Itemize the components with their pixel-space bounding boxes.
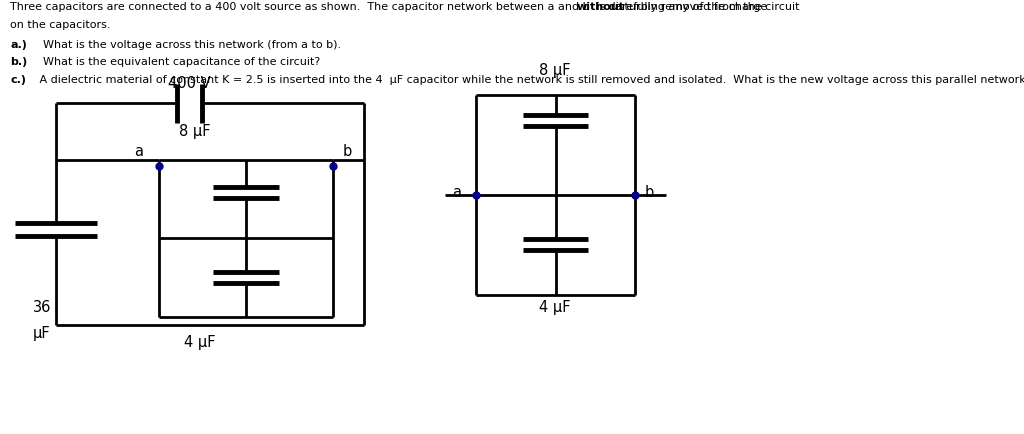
Text: a: a bbox=[134, 144, 143, 158]
Text: μF: μF bbox=[33, 326, 50, 341]
Text: What is the voltage across this network (from a to b).: What is the voltage across this network … bbox=[36, 40, 341, 50]
Text: 36: 36 bbox=[33, 300, 51, 315]
Text: 8 μF: 8 μF bbox=[179, 124, 211, 139]
Text: disturbing any of the charge: disturbing any of the charge bbox=[605, 2, 767, 12]
Text: without: without bbox=[577, 2, 625, 12]
Text: a: a bbox=[452, 184, 461, 199]
Text: Three capacitors are connected to a 400 volt source as shown.  The capacitor net: Three capacitors are connected to a 400 … bbox=[10, 2, 803, 12]
Text: b.): b.) bbox=[10, 57, 28, 67]
Text: c.): c.) bbox=[10, 75, 27, 85]
Text: a.): a.) bbox=[10, 40, 27, 50]
Text: 8 μF: 8 μF bbox=[540, 63, 570, 78]
Text: 4 μF: 4 μF bbox=[184, 335, 215, 349]
Text: What is the equivalent capacitance of the circuit?: What is the equivalent capacitance of th… bbox=[36, 57, 321, 67]
Text: b: b bbox=[343, 144, 352, 158]
Text: 400 V: 400 V bbox=[168, 76, 211, 91]
Text: on the capacitors.: on the capacitors. bbox=[10, 20, 111, 30]
Text: b: b bbox=[645, 184, 654, 199]
Text: A dielectric material of constant K = 2.5 is inserted into the 4  μF capacitor w: A dielectric material of constant K = 2.… bbox=[36, 75, 1024, 85]
Text: 4 μF: 4 μF bbox=[540, 300, 570, 315]
